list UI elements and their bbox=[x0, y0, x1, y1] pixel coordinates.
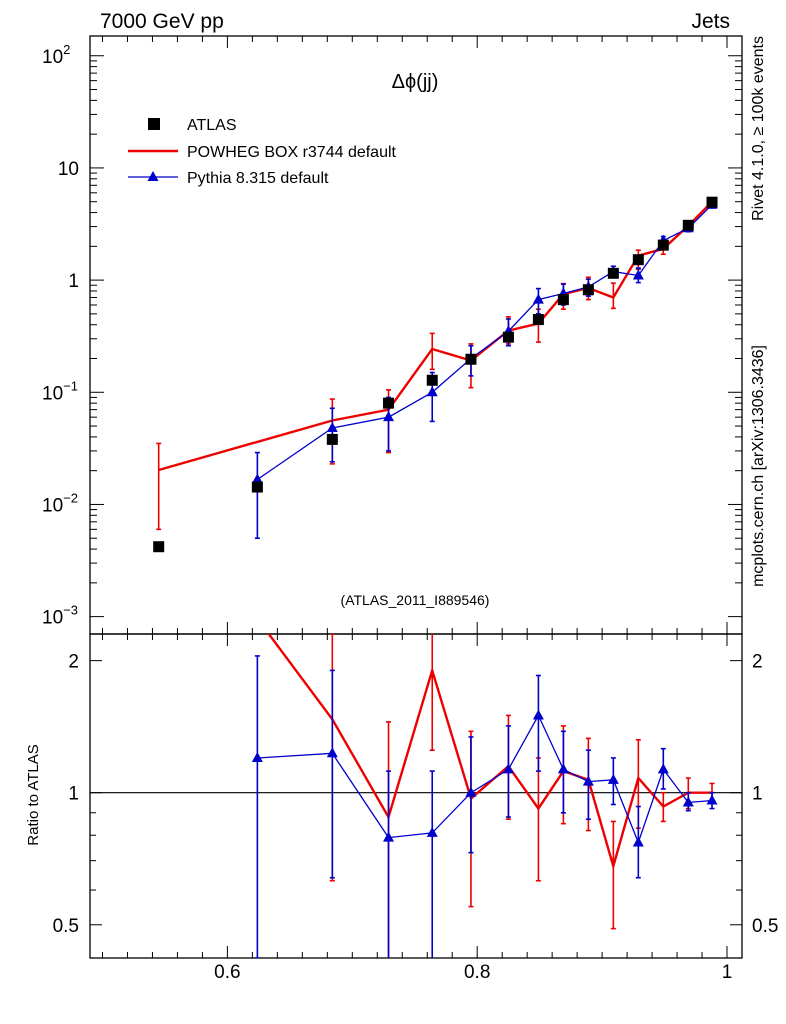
atlas-point bbox=[706, 196, 718, 208]
y-tick-exponent: 2 bbox=[63, 42, 70, 57]
atlas-point bbox=[632, 254, 644, 266]
pythia-point bbox=[383, 411, 395, 422]
ratio-y-tick-label: 1 bbox=[68, 784, 79, 805]
atlas-point bbox=[532, 314, 544, 326]
legend-item: ATLAS bbox=[148, 117, 237, 134]
legend-item: Pythia 8.315 default bbox=[128, 170, 329, 187]
atlas-point bbox=[582, 284, 594, 296]
y-tick-exponent: −3 bbox=[63, 603, 78, 618]
pythia-ratio-point bbox=[657, 763, 669, 774]
ratio-panel-frame bbox=[89, 633, 743, 959]
atlas-point bbox=[383, 397, 395, 409]
pythia-ratio-point bbox=[632, 836, 644, 847]
header-process-label: Jets bbox=[691, 10, 730, 33]
ratio-axis-label: Ratio to ATLAS bbox=[25, 744, 42, 845]
pythia-point bbox=[426, 386, 438, 397]
data-marks bbox=[153, 196, 718, 958]
pythia-point bbox=[251, 473, 263, 484]
pythia-ratio-point bbox=[582, 775, 594, 786]
ratio-y-tick-label: 2 bbox=[68, 652, 79, 673]
pythia-point bbox=[532, 293, 544, 304]
pythia-point bbox=[632, 269, 644, 280]
y-tick-label: 10−1 bbox=[42, 378, 78, 404]
x-tick-label: 1 bbox=[722, 962, 733, 983]
x-tick-label: 0.8 bbox=[464, 962, 490, 983]
x-tick-label: 0.6 bbox=[214, 962, 240, 983]
powheg-ratio-line bbox=[267, 634, 712, 871]
side-mcplots-label: mcplots.cern.ch [arXiv:1306.3436] bbox=[750, 345, 767, 587]
legend-label: POWHEG BOX r3744 default bbox=[187, 144, 397, 161]
main-plot-area bbox=[153, 196, 718, 553]
pythia-ratio-point bbox=[465, 786, 477, 797]
atlas-point bbox=[326, 433, 338, 445]
y-tick-label: 1 bbox=[68, 271, 79, 292]
ratio-y-tick-label-right: 0.5 bbox=[752, 916, 778, 937]
y-tick-exponent: −1 bbox=[63, 378, 78, 393]
atlas-point bbox=[657, 239, 669, 251]
atlas-point bbox=[607, 267, 619, 279]
atlas-point bbox=[465, 353, 477, 365]
analysis-label: (ATLAS_2011_I889546) bbox=[341, 592, 490, 608]
legend-marker-square bbox=[148, 118, 160, 130]
legend-marker-triangle bbox=[147, 171, 159, 181]
pythia-ratio-point bbox=[682, 796, 694, 807]
side-rivet-label: Rivet 4.1.0, ≥ 100k events bbox=[750, 36, 767, 221]
y-tick-exponent: −2 bbox=[63, 490, 78, 505]
ratio-y-tick-label-right: 2 bbox=[752, 652, 763, 673]
pythia-ratio-point bbox=[557, 763, 569, 774]
y-tick-label: 10 bbox=[58, 159, 79, 180]
axes: 0.6 0.8 1 10−3 10−2 10−1 1 10 102 0.5 0.5 1 1 2 2 bbox=[42, 35, 778, 983]
ratio-plot-area bbox=[251, 634, 718, 958]
legend-item: POWHEG BOX r3744 default bbox=[128, 144, 397, 161]
y-tick-label: 102 bbox=[42, 42, 70, 68]
y-tick-label: 10−3 bbox=[42, 603, 78, 629]
pythia-ratio-point bbox=[532, 709, 544, 720]
pythia-line bbox=[257, 204, 713, 481]
pythia-point bbox=[326, 422, 338, 433]
legend: ATLAS POWHEG BOX r3744 default Pythia 8.31… bbox=[128, 117, 397, 187]
pythia-ratio-point bbox=[326, 747, 338, 758]
pythia-ratio-point bbox=[502, 763, 514, 774]
atlas-point bbox=[557, 294, 569, 306]
pythia-ratio-point bbox=[607, 773, 619, 784]
atlas-point bbox=[426, 374, 438, 386]
atlas-point bbox=[682, 219, 694, 231]
ratio-y-tick-label-right: 1 bbox=[752, 784, 763, 805]
chart-title: Δϕ(jj) bbox=[392, 71, 439, 93]
powheg-line bbox=[158, 200, 713, 472]
pythia-ratio-point bbox=[426, 826, 438, 837]
pythia-ratio-line bbox=[257, 713, 713, 845]
pythia-ratio-point bbox=[251, 751, 263, 762]
ratio-y-tick-label: 0.5 bbox=[53, 916, 79, 937]
pythia-ratio-point bbox=[383, 831, 395, 842]
atlas-point bbox=[251, 481, 263, 493]
pythia-ratio-point bbox=[706, 794, 718, 805]
y-tick-label: 10−2 bbox=[42, 490, 78, 516]
legend-label: Pythia 8.315 default bbox=[187, 170, 329, 187]
header-collision-label: 7000 GeV pp bbox=[100, 10, 224, 33]
atlas-point bbox=[153, 541, 165, 553]
atlas-point bbox=[502, 331, 514, 343]
legend-label: ATLAS bbox=[187, 117, 237, 134]
